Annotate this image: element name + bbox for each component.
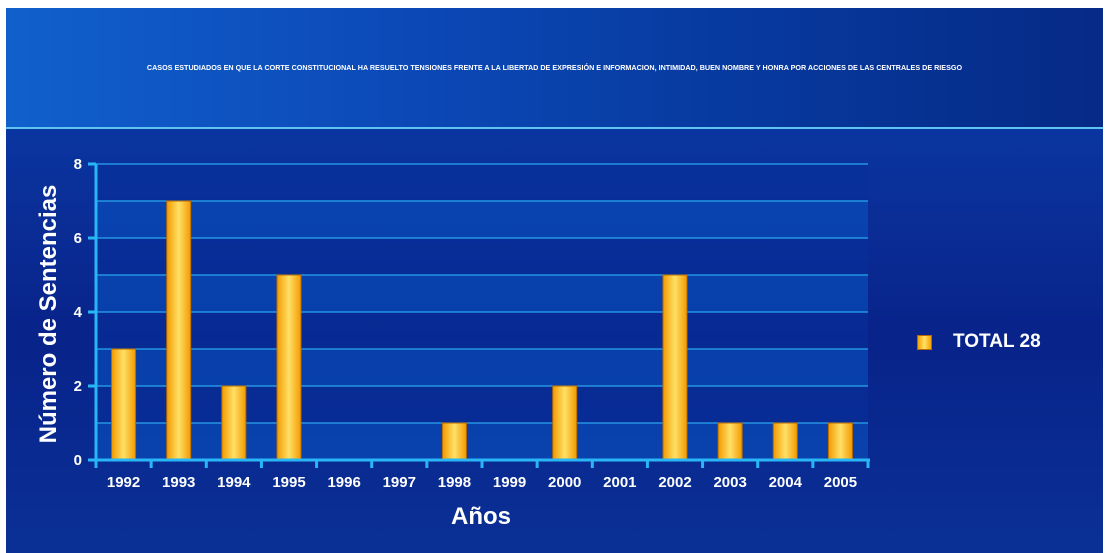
y-tick-labels: 0 2 4 6 8	[74, 156, 83, 469]
x-tick-label-1994: 1994	[217, 474, 251, 491]
y-axis-label: Número de Sentencias	[35, 185, 62, 444]
y-tick-label: 6	[74, 230, 82, 247]
y-tick-label: 2	[74, 378, 82, 395]
plot-band	[96, 423, 868, 460]
x-tick-label-2002: 2002	[658, 474, 691, 491]
bar-2005	[827, 422, 853, 461]
y-tick-label: 8	[74, 156, 82, 173]
x-tick-label-1992: 1992	[107, 474, 140, 491]
plot-band	[96, 238, 868, 275]
x-tick-label-2004: 2004	[769, 474, 803, 491]
x-tick-label-2003: 2003	[713, 474, 746, 491]
bar-1992	[111, 348, 137, 461]
header-band	[6, 8, 1103, 127]
axes	[88, 162, 870, 468]
plot-band	[96, 164, 868, 201]
bar-1995	[276, 274, 302, 461]
slide: CASOS ESTUDIADOS EN QUE LA CORTE CONSTIT…	[6, 8, 1103, 553]
plot-band	[96, 386, 868, 423]
legend-swatch	[917, 334, 932, 350]
bar-2004	[772, 422, 798, 461]
x-tick-label-1998: 1998	[438, 474, 471, 491]
plot-band	[96, 312, 868, 349]
plot-band	[96, 349, 868, 386]
bar-2000	[552, 385, 578, 461]
x-tick-label-2000: 2000	[548, 474, 581, 491]
plot-bands	[96, 164, 868, 460]
plot-band	[96, 201, 868, 238]
legend: TOTAL 28	[917, 329, 1041, 355]
x-axis-label: Años	[451, 503, 511, 530]
legend-label: TOTAL 28	[953, 331, 1041, 352]
bars	[111, 200, 853, 461]
x-tick-label-1996: 1996	[327, 474, 360, 491]
y-tick-label: 0	[74, 452, 82, 469]
bar-2003	[717, 422, 743, 461]
y-tick-label: 4	[74, 304, 83, 321]
bar-2002	[662, 274, 688, 461]
bar-1998	[441, 422, 467, 461]
plot-band	[96, 275, 868, 312]
bar-1994	[221, 385, 247, 461]
x-tick-labels: 1992 1993 1994 1995 1996 1997 1998 1999 2000 2001…	[107, 474, 857, 491]
x-tick-label-2001: 2001	[603, 474, 636, 491]
x-tick-label-1993: 1993	[162, 474, 195, 491]
x-tick-label-1995: 1995	[272, 474, 305, 491]
x-tick-label-1997: 1997	[383, 474, 416, 491]
x-tick-label-1999: 1999	[493, 474, 526, 491]
x-tick-label-2005: 2005	[824, 474, 857, 491]
header-divider	[6, 127, 1103, 129]
bar-1993	[166, 200, 192, 461]
bar-chart: 0 2 4 6 8 1992 1993 1994 1995 1996 1997 1998 1999 20…	[35, 156, 870, 530]
chart-title: CASOS ESTUDIADOS EN QUE LA CORTE CONSTIT…	[146, 63, 963, 72]
